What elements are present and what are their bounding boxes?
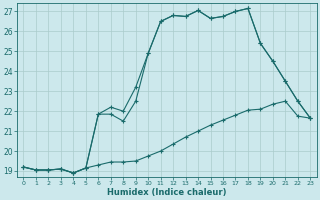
X-axis label: Humidex (Indice chaleur): Humidex (Indice chaleur) [107,188,227,197]
